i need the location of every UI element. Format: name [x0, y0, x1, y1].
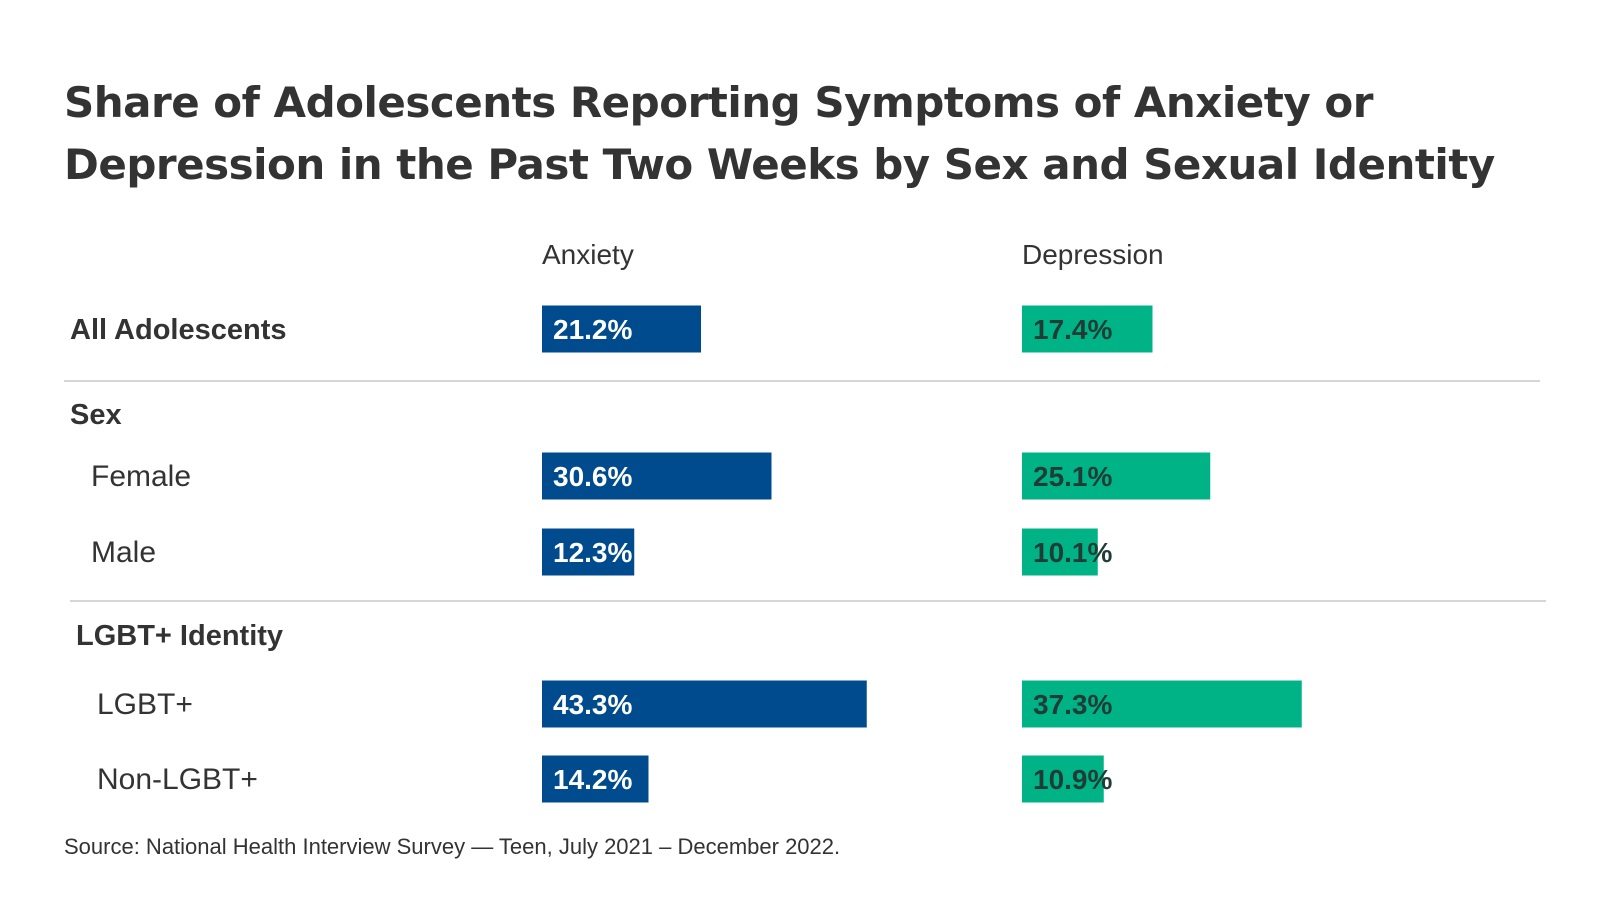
- bar-anxiety: [542, 680, 867, 728]
- bar-anxiety: [542, 305, 701, 353]
- row-label: LGBT+: [97, 688, 193, 721]
- data-label-depression: 10.9%: [1033, 764, 1112, 795]
- source-note: Source: National Health Interview Survey…: [64, 834, 841, 859]
- row-label: Female: [91, 460, 191, 493]
- column-header-depression: Depression: [1022, 239, 1164, 270]
- data-label-depression: 37.3%: [1033, 689, 1112, 720]
- bar-depression: [1022, 305, 1153, 353]
- chart-title-line-1: Share of Adolescents Reporting Symptoms …: [64, 78, 1373, 127]
- group-heading: Sex: [70, 399, 122, 431]
- data-label-anxiety: 43.3%: [553, 689, 632, 720]
- data-label-depression: 25.1%: [1033, 461, 1112, 492]
- data-label-depression: 17.4%: [1033, 314, 1112, 345]
- group-heading: LGBT+ Identity: [76, 620, 283, 652]
- row-label: All Adolescents: [70, 314, 286, 346]
- bar-depression: [1022, 680, 1302, 728]
- bar-depression: [1022, 528, 1098, 576]
- bar-depression: [1022, 755, 1104, 803]
- row-label: Male: [91, 536, 156, 569]
- bar-anxiety: [542, 452, 772, 500]
- column-header-anxiety: Anxiety: [542, 239, 634, 270]
- bar-anxiety: [542, 528, 635, 576]
- data-label-anxiety: 12.3%: [553, 537, 632, 568]
- chart-title-line-2: Depression in the Past Two Weeks by Sex …: [64, 140, 1495, 189]
- data-label-anxiety: 30.6%: [553, 461, 632, 492]
- row-label: Non-LGBT+: [97, 763, 258, 796]
- data-label-depression: 10.1%: [1033, 537, 1112, 568]
- bar-anxiety: [542, 755, 649, 803]
- bar-depression: [1022, 452, 1211, 500]
- data-label-anxiety: 14.2%: [553, 764, 632, 795]
- data-label-anxiety: 21.2%: [553, 314, 632, 345]
